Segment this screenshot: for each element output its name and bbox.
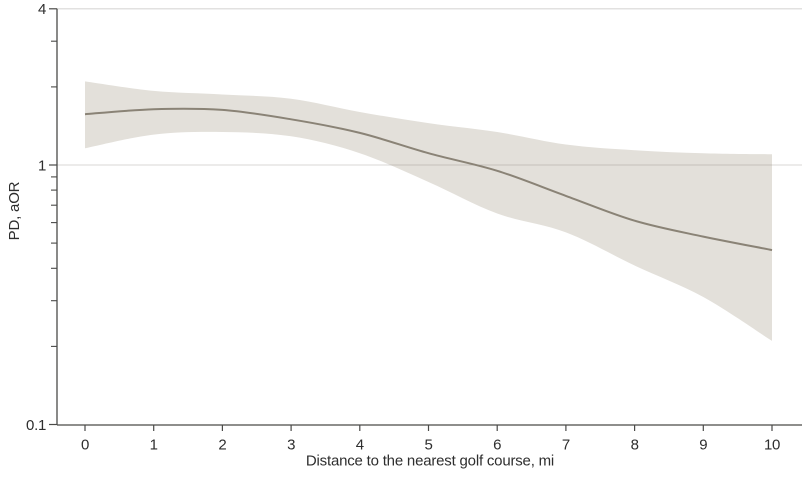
x-axis-title: Distance to the nearest golf course, mi [306,452,554,469]
x-tick-label-7: 7 [562,436,570,453]
x-tick-label-3: 3 [287,436,295,453]
y-tick-label-4: 4 [38,1,46,18]
aor-smoothed-line [84,107,773,252]
x-tick-label-4: 4 [356,436,364,453]
gridline-layer [57,8,802,166]
tick-layer: 4 1 0.1 0 1 2 3 4 5 6 7 8 9 10 [26,1,780,453]
y-axis-title: PD, aOR [6,181,23,240]
x-tick-label-0: 0 [81,436,89,453]
x-tick-label-5: 5 [424,436,432,453]
y-tick-label-1: 1 [38,157,46,174]
y-tick-label-0.1: 0.1 [26,417,46,434]
x-tick-label-1: 1 [150,436,158,453]
x-tick-label-6: 6 [493,436,501,453]
x-tick-label-2: 2 [218,436,226,453]
x-tick-label-9: 9 [699,436,707,453]
x-tick-label-8: 8 [631,436,639,453]
axis-layer [56,8,802,426]
x-tick-label-10: 10 [764,436,780,453]
ci-band-layer [85,81,772,341]
confidence-interval-band [85,81,772,341]
aor-curve-layer [84,107,773,252]
